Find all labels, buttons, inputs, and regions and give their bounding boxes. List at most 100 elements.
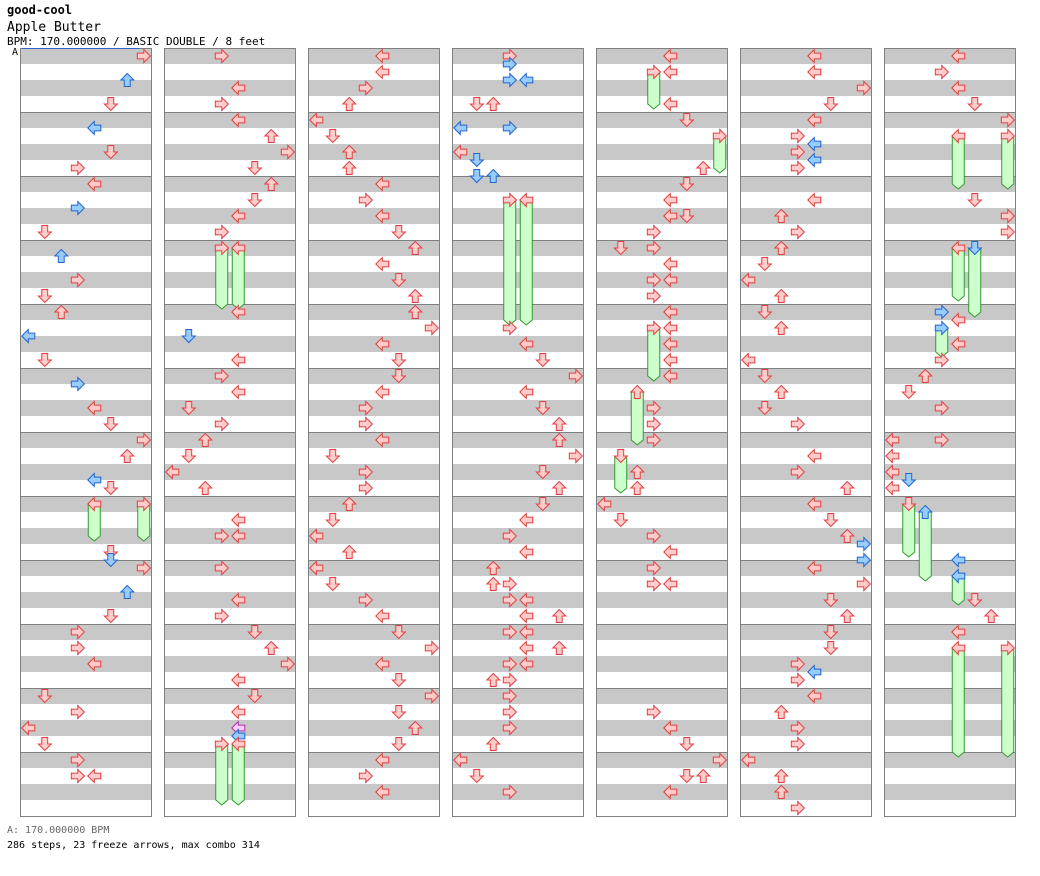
step-arrow-left xyxy=(951,48,966,64)
beat-band xyxy=(164,304,296,320)
beat-band xyxy=(452,144,584,160)
step-arrow-left xyxy=(663,784,678,800)
step-arrow-left xyxy=(519,512,534,528)
beat-band xyxy=(452,784,584,800)
step-arrow-up xyxy=(263,176,280,191)
step-arrow-left xyxy=(87,176,102,192)
beat-band xyxy=(596,592,728,608)
beat-band xyxy=(884,80,1016,96)
step-arrow-down xyxy=(679,769,695,784)
step-arrow-up xyxy=(485,576,502,591)
step-arrow-left xyxy=(375,608,390,624)
step-arrow-down xyxy=(679,209,695,224)
freeze-arrow xyxy=(630,391,644,446)
step-arrow-right xyxy=(502,592,518,608)
step-arrow-up xyxy=(551,416,568,431)
freeze-arrow xyxy=(951,247,965,302)
beat-band xyxy=(452,752,584,768)
beat-band xyxy=(884,304,1016,320)
measure-frame xyxy=(308,752,440,817)
step-arrow-left xyxy=(231,80,246,96)
step-arrow-right xyxy=(280,144,296,160)
step-arrow-right xyxy=(424,320,440,336)
beat-band xyxy=(452,336,584,352)
beat-band xyxy=(308,464,440,480)
step-arrow-down xyxy=(823,641,839,656)
beat-band xyxy=(740,48,872,64)
step-arrow-down xyxy=(469,169,485,184)
beat-band xyxy=(740,688,872,704)
beat-band xyxy=(20,112,152,128)
freeze-arrow xyxy=(519,199,533,326)
beat-band xyxy=(452,208,584,224)
step-arrow-right xyxy=(502,120,518,136)
freeze-arrow xyxy=(215,743,229,806)
step-arrow-down xyxy=(391,225,407,240)
step-arrow-right xyxy=(934,320,950,336)
step-arrow-down xyxy=(613,241,629,256)
beat-band xyxy=(452,688,584,704)
step-arrow-right xyxy=(646,224,662,240)
beat-band xyxy=(884,336,1016,352)
step-arrow-left xyxy=(807,192,822,208)
beat-band xyxy=(164,656,296,672)
beat-band xyxy=(308,752,440,768)
beat-band xyxy=(740,368,872,384)
step-arrow-left xyxy=(375,784,390,800)
step-arrow-left xyxy=(375,336,390,352)
step-arrow-right xyxy=(790,416,806,432)
step-arrow-left xyxy=(519,384,534,400)
beat-band xyxy=(740,336,872,352)
step-arrow-down xyxy=(757,369,773,384)
step-arrow-right xyxy=(502,320,518,336)
beat-band xyxy=(308,368,440,384)
beat-band xyxy=(308,560,440,576)
step-arrow-down xyxy=(181,329,197,344)
step-arrow-right xyxy=(790,672,806,688)
chart-info: BPM: 170.000000 / BASIC DOUBLE / 8 feet xyxy=(7,35,266,48)
step-arrow-right xyxy=(790,720,806,736)
section-marker: A xyxy=(12,47,19,58)
beat-band xyxy=(452,720,584,736)
step-arrow-right xyxy=(358,768,374,784)
step-arrow-left xyxy=(951,240,966,256)
step-arrow-right xyxy=(358,592,374,608)
step-arrow-down xyxy=(37,737,53,752)
step-arrow-left xyxy=(885,464,900,480)
beat-band xyxy=(884,112,1016,128)
step-arrow-up xyxy=(485,560,502,575)
beat-band xyxy=(452,80,584,96)
step-arrow-down xyxy=(391,673,407,688)
beat-band xyxy=(308,688,440,704)
step-arrow-right xyxy=(70,624,86,640)
freeze-arrow xyxy=(503,199,517,326)
step-arrow-left xyxy=(663,208,678,224)
step-arrow-up xyxy=(485,96,502,111)
beat-band xyxy=(596,176,728,192)
beat-band xyxy=(308,304,440,320)
step-arrow-left xyxy=(597,496,612,512)
beat-band xyxy=(20,784,152,800)
step-arrow-left xyxy=(807,448,822,464)
freeze-arrow xyxy=(951,647,965,758)
step-arrow-down xyxy=(901,497,917,512)
step-arrow-up xyxy=(629,464,646,479)
beat-band xyxy=(596,528,728,544)
step-arrow-down xyxy=(757,257,773,272)
beat-band xyxy=(740,656,872,672)
step-arrow-up xyxy=(629,384,646,399)
song-title: Apple Butter xyxy=(7,20,101,35)
beat-band xyxy=(596,48,728,64)
step-arrow-down xyxy=(757,401,773,416)
beat-band xyxy=(884,208,1016,224)
step-arrow-left xyxy=(663,352,678,368)
beat-band xyxy=(308,112,440,128)
step-arrow-right xyxy=(214,560,230,576)
step-arrow-right xyxy=(214,96,230,112)
step-arrow-up xyxy=(407,240,424,255)
step-arrow-left xyxy=(21,720,36,736)
beat-band xyxy=(740,592,872,608)
step-arrow-left xyxy=(231,352,246,368)
step-arrow-left xyxy=(375,384,390,400)
